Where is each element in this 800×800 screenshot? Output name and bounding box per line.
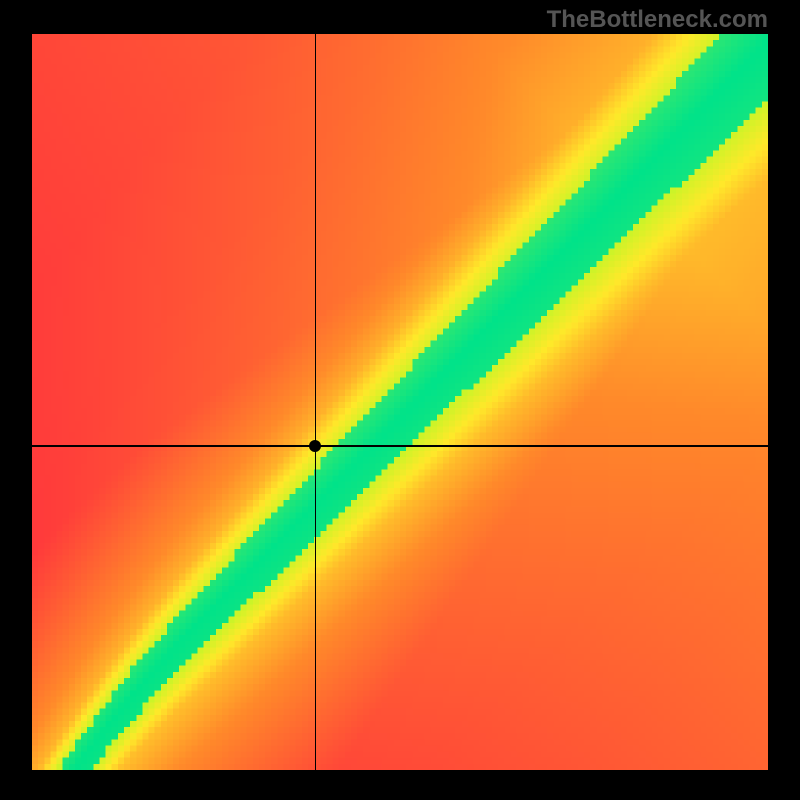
heatmap-canvas: [32, 34, 768, 770]
chart-container: { "watermark": { "text": "TheBottleneck.…: [0, 0, 800, 800]
crosshair-horizontal: [32, 445, 768, 447]
crosshair-vertical: [315, 34, 317, 770]
watermark-text: TheBottleneck.com: [547, 6, 768, 34]
plot-area: [32, 34, 768, 770]
